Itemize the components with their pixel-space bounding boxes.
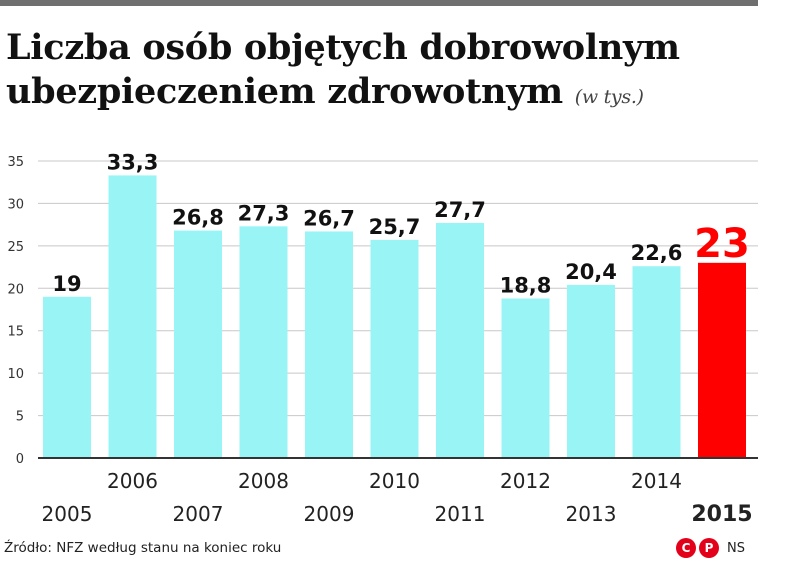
x-tick-label: 2007 — [173, 502, 224, 526]
bar-chart: 0 5 10 15 20 25 30 35 19 2005 33,3 2006 26,8 2007 27,3… — [7, 150, 758, 527]
bar-highlight — [698, 262, 746, 458]
value-label: 20,4 — [565, 260, 617, 284]
top-rule — [0, 0, 758, 6]
bar — [239, 226, 288, 458]
value-label: 26,8 — [172, 206, 224, 230]
bar — [501, 298, 550, 458]
chart-title: Liczba osób objętych dobrowolnym ubezpie… — [6, 26, 766, 119]
value-label: 19 — [52, 272, 81, 296]
x-tick-label: 2011 — [435, 502, 486, 526]
value-label: 27,3 — [238, 201, 290, 225]
value-label: 18,8 — [500, 273, 552, 297]
source-note: Źródło: NFZ według stanu na koniec roku — [4, 540, 282, 556]
x-tick-label: 2006 — [107, 469, 158, 493]
bar — [305, 231, 353, 458]
title-line-2-text: ubezpieczeniem zdrowotnym — [6, 71, 563, 112]
x-tick-label: 2012 — [500, 469, 551, 493]
bar — [370, 239, 419, 458]
publisher-logo: C P NS — [676, 538, 745, 558]
author-initials: NS — [727, 540, 745, 556]
bar — [43, 296, 91, 458]
bar — [632, 266, 681, 458]
title-line-2: ubezpieczeniem zdrowotnym (w tys.) — [6, 70, 766, 119]
x-tick-label: 2015 — [691, 502, 752, 527]
x-tick-label: 2009 — [304, 502, 355, 526]
x-tick-label: 2013 — [566, 502, 617, 526]
title-unit: (w tys.) — [574, 86, 644, 108]
y-tick-label: 0 — [16, 452, 24, 467]
value-label: 26,7 — [303, 206, 355, 230]
value-label: 33,3 — [107, 150, 159, 174]
y-tick-label: 25 — [7, 240, 24, 255]
x-tick-label: 2010 — [369, 469, 420, 493]
logo-c-icon: C — [676, 538, 696, 558]
value-label: 23 — [694, 221, 750, 267]
y-tick-label: 30 — [7, 197, 24, 212]
y-tick-label: 15 — [7, 325, 24, 340]
value-label: 25,7 — [369, 215, 421, 239]
x-tick-label: 2014 — [631, 469, 682, 493]
x-tick-label: 2008 — [238, 469, 289, 493]
bar — [436, 222, 484, 458]
value-label: 27,7 — [434, 198, 486, 222]
title-line-1: Liczba osób objętych dobrowolnym — [6, 27, 680, 68]
y-tick-label: 10 — [7, 367, 24, 382]
bar — [174, 230, 222, 458]
logo-p-icon: P — [699, 538, 719, 558]
value-label: 22,6 — [631, 241, 683, 265]
y-tick-label: 35 — [7, 155, 24, 170]
bar — [108, 175, 157, 458]
x-tick-label: 2005 — [42, 502, 93, 526]
y-tick-label: 5 — [16, 410, 24, 425]
bar — [567, 284, 615, 458]
y-tick-label: 20 — [7, 282, 24, 297]
